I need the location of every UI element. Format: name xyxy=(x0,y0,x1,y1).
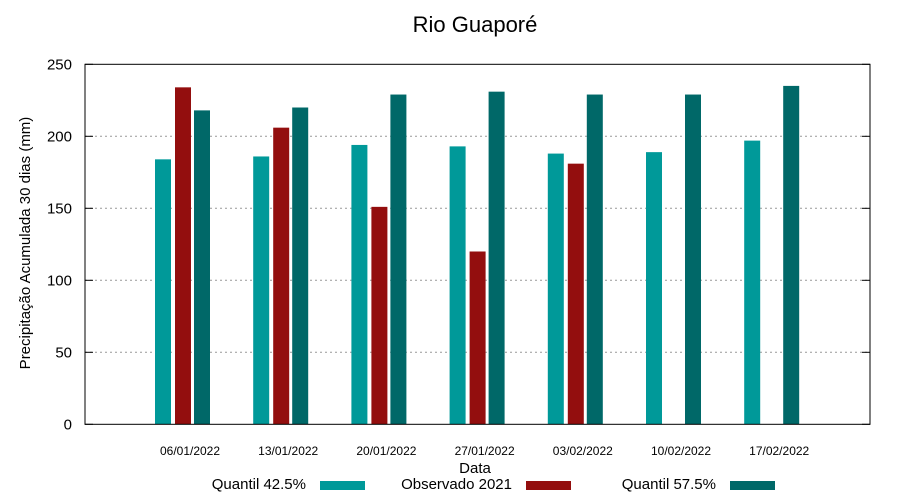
y-axis-label: Precipitação Acumulada 30 dias (mm) xyxy=(17,117,34,370)
y-tick-label: 250 xyxy=(47,56,72,73)
x-axis-label: Data xyxy=(459,460,491,477)
x-tick-label: 27/01/2022 xyxy=(455,444,515,458)
bar-quantil-57-5- xyxy=(783,85,800,425)
x-tick-label: 10/02/2022 xyxy=(651,444,711,458)
bar-quantil-42-5- xyxy=(744,140,761,425)
bar-observado-2021 xyxy=(567,163,584,425)
bar-observado-2021 xyxy=(371,206,388,425)
x-tick-label: 06/01/2022 xyxy=(160,444,220,458)
legend-swatch xyxy=(526,481,571,490)
y-tick-label: 0 xyxy=(64,416,72,433)
y-tick-label: 100 xyxy=(47,272,72,289)
bar-quantil-42-5- xyxy=(253,156,270,425)
bar-observado-2021 xyxy=(175,87,191,425)
plot-border xyxy=(84,63,871,425)
legend-label: Quantil 57.5% xyxy=(622,476,716,493)
chart-title: Rio Guaporé xyxy=(413,12,538,37)
bar-quantil-57-5- xyxy=(586,94,603,425)
legend-swatch xyxy=(730,481,775,490)
bar-quantil-57-5- xyxy=(685,94,701,425)
bar-quantil-57-5- xyxy=(292,107,309,425)
bar-quantil-57-5- xyxy=(488,91,505,425)
x-tick-label: 20/01/2022 xyxy=(356,444,416,458)
bar-quantil-42-5- xyxy=(155,159,171,425)
bar-quantil-42-5- xyxy=(449,146,466,425)
legend-label: Quantil 42.5% xyxy=(212,476,306,493)
bar-quantil-42-5- xyxy=(351,144,368,425)
bar-quantil-42-5- xyxy=(646,152,662,425)
x-tick-label: 03/02/2022 xyxy=(553,444,613,458)
bar-quantil-42-5- xyxy=(547,153,564,425)
bar-quantil-57-5- xyxy=(194,110,210,425)
y-tick-label: 200 xyxy=(47,128,72,145)
x-tick-label: 13/01/2022 xyxy=(258,444,318,458)
bar-observado-2021 xyxy=(273,127,290,425)
bar-observado-2021 xyxy=(469,251,486,425)
legend-swatch xyxy=(320,481,365,490)
bar-quantil-57-5- xyxy=(390,94,407,425)
x-tick-label: 17/02/2022 xyxy=(749,444,809,458)
y-tick-label: 50 xyxy=(55,344,72,361)
legend-label: Observado 2021 xyxy=(401,476,512,493)
y-tick-label: 150 xyxy=(47,200,72,217)
